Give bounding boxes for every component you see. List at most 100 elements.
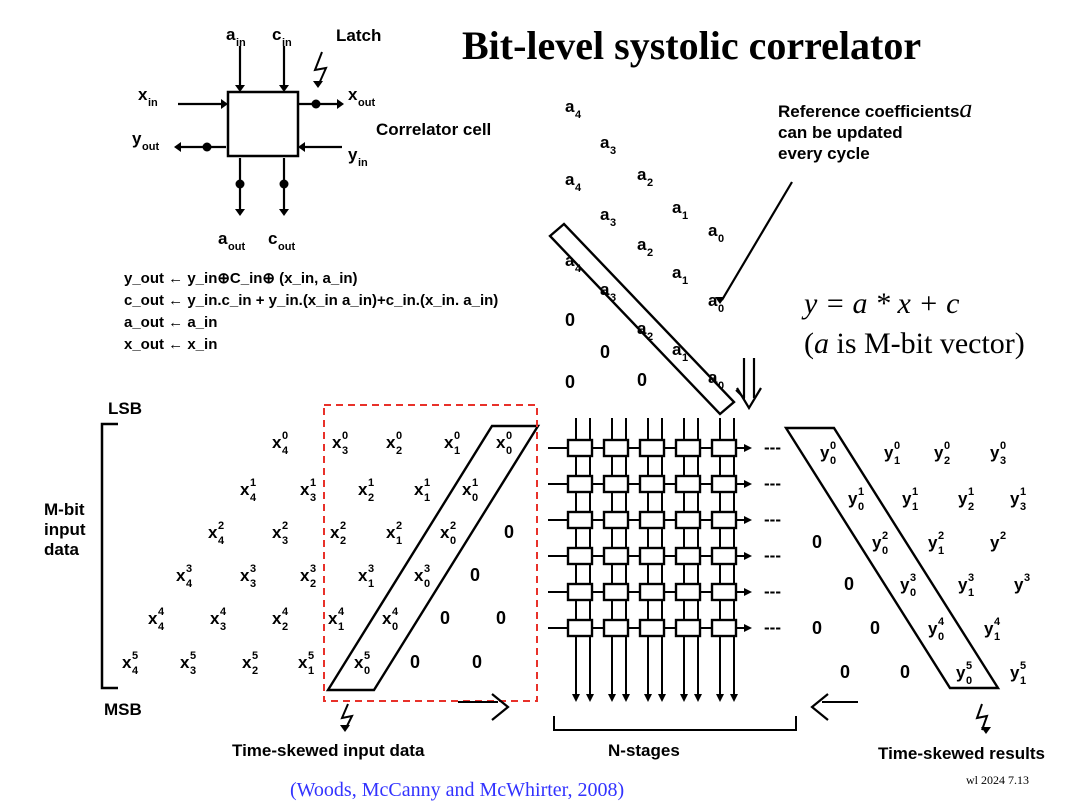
input-x-1: x 3 0 <box>332 430 348 457</box>
array-cell-r3-c0 <box>566 546 594 566</box>
y-out-label: y out <box>132 129 159 153</box>
array-cell-r2-c4 <box>710 510 738 530</box>
input-x-20-base: x <box>414 566 424 585</box>
input-x-16-base: x <box>176 566 186 585</box>
array-cell-r1-c2 <box>638 474 666 494</box>
coeff-r3-c1-sub: 1 <box>682 210 688 222</box>
coeff-r2-c0-base: a <box>565 170 575 189</box>
c-out-latch-dot <box>279 179 289 189</box>
msb-lsb-bracket <box>100 422 118 690</box>
x-out-label-base: x <box>348 85 358 104</box>
input-x-24-sup: 4 <box>282 606 289 618</box>
array-dashes-5: --- <box>764 618 781 637</box>
result-y-7-sub: 3 <box>1020 501 1026 513</box>
array-dashes-1: --- <box>764 474 781 493</box>
y-out-label-base: y <box>132 129 142 148</box>
input-x-23-base: x <box>210 609 220 628</box>
c-out-label-sub: out <box>278 241 295 253</box>
input-x-30-sup: 5 <box>190 650 196 662</box>
result-y-0-sup: 0 <box>830 440 836 452</box>
array-col-arrow2-1 <box>622 694 630 702</box>
coeff-r8-c1-base: a <box>672 340 682 359</box>
result-y-9-base: y <box>872 533 882 552</box>
a-in-label-sub: in <box>236 37 246 49</box>
array-cell-r2-c0 <box>566 510 594 530</box>
array-cell-r2-c1 <box>602 510 630 530</box>
cell-equation-1: c_out ← y_in.c_in + y_in.(x_in a_in)+c_i… <box>124 292 498 309</box>
input-x-17-sub: 3 <box>250 578 256 590</box>
input-x-23-sup: 4 <box>220 606 227 618</box>
result-y-7: y 3 1 <box>1010 486 1026 513</box>
input-x-19-sub: 1 <box>368 578 374 590</box>
coeff-r8-c1-sub: 1 <box>682 352 688 364</box>
c-in-arrow <box>279 85 289 92</box>
msb-label: MSB <box>104 700 142 719</box>
input-band <box>325 424 541 692</box>
input-x-29-sub: 4 <box>132 665 139 677</box>
down-arrow-head <box>736 387 762 411</box>
input-x-7-sup: 1 <box>368 477 374 489</box>
result-y-6-base: y <box>958 489 968 508</box>
result-y-22-base: y <box>956 663 966 682</box>
input-x-5-base: x <box>240 480 250 499</box>
array-col-arrow2-4 <box>730 694 738 702</box>
coeff-r5-c1-sub: 1 <box>682 275 688 287</box>
result-y-23-base: y <box>1010 663 1020 682</box>
result-y-1-sup: 0 <box>894 440 900 452</box>
input-x-20-sub: 0 <box>424 578 430 590</box>
reference-arrow-head <box>715 297 725 304</box>
a-in-label-base: a <box>226 25 236 44</box>
result-y-14-sub: 1 <box>968 587 974 599</box>
lsb-label: LSB <box>108 399 142 418</box>
result-y-10-base: y <box>928 533 938 552</box>
input-x-7: x 2 1 <box>358 477 374 504</box>
result-y-3-sub: 3 <box>1000 455 1006 467</box>
input-x-24-sub: 2 <box>282 621 288 633</box>
result-y-5-sup: 1 <box>912 486 918 498</box>
coeff-r6-c0-sub: 3 <box>610 292 616 304</box>
input-x-24: x 2 4 <box>272 606 289 633</box>
input-x-33-sup: 5 <box>364 650 370 662</box>
result-y-14-base: y <box>958 575 968 594</box>
array-cell-r2-c2 <box>638 510 666 530</box>
slide-title: Bit-level systolic correlator <box>462 23 922 68</box>
reference-note: Reference coefficientsa can be updated e… <box>778 96 972 164</box>
result-y-22-sup: 5 <box>966 660 972 672</box>
input-x-25: x 1 4 <box>328 606 345 633</box>
input-x-12-sub: 2 <box>340 535 346 547</box>
input-x-11-base: x <box>272 523 282 542</box>
input-x-6: x 3 1 <box>300 477 316 504</box>
input-x-3-base: x <box>444 433 454 452</box>
input-x-31-sub: 2 <box>252 665 258 677</box>
correlator-cell-label: Correlator cell <box>376 120 492 139</box>
time-skewed-input-label: Time-skewed input data <box>232 741 425 760</box>
input-x-4: x 0 0 <box>496 430 512 457</box>
input-x-6-sup: 1 <box>310 477 316 489</box>
array-cell-r3-c3 <box>674 546 702 566</box>
a-out-arrow <box>235 209 245 216</box>
input-x-7-base: x <box>358 480 368 499</box>
input-x-6-base: x <box>300 480 310 499</box>
coeff-r9-c1: 0 <box>637 370 647 390</box>
array-cell-r4-c3 <box>674 582 702 602</box>
input-x-8: x 1 1 <box>414 477 430 504</box>
input-x-9: x 0 1 <box>462 477 478 504</box>
input-x-5: x 4 1 <box>240 477 257 504</box>
array-cell-r4-c4 <box>710 582 738 602</box>
input-x-29-base: x <box>122 653 132 672</box>
input-x-22-base: x <box>148 609 158 628</box>
result-y-4-sub: 0 <box>858 501 864 513</box>
array-cell-r5-c1 <box>602 618 630 638</box>
coeff-r9-c0: 0 <box>565 372 575 392</box>
input-x-10: x 4 2 <box>208 520 225 547</box>
input-x-31-sup: 5 <box>252 650 258 662</box>
result-y-0-sub: 0 <box>830 455 836 467</box>
